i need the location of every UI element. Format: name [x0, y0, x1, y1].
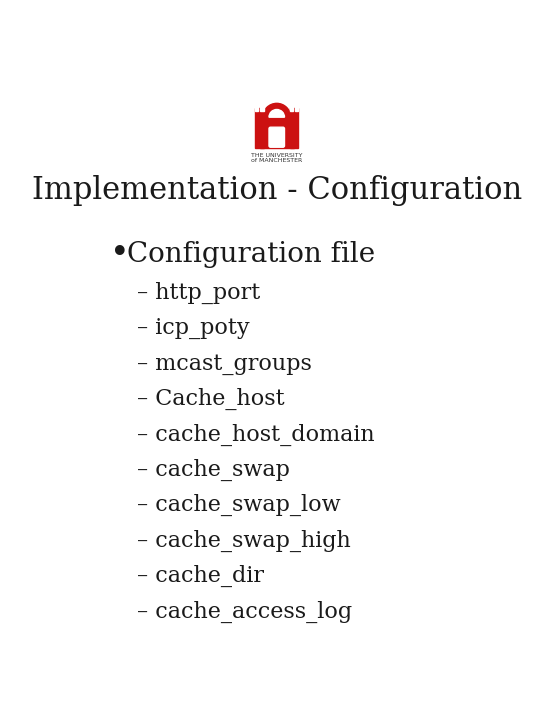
- Bar: [290, 108, 299, 148]
- Bar: [295, 105, 299, 111]
- Text: Implementation - Configuration: Implementation - Configuration: [32, 175, 522, 206]
- Text: – icp_poty: – icp_poty: [137, 318, 250, 339]
- FancyBboxPatch shape: [269, 127, 285, 147]
- Bar: [255, 105, 258, 111]
- Wedge shape: [269, 109, 285, 117]
- Text: – Cache_host: – Cache_host: [137, 388, 285, 410]
- Text: – cache_access_log: – cache_access_log: [137, 600, 353, 623]
- Bar: [260, 116, 294, 148]
- Bar: [260, 105, 264, 111]
- Text: Configuration file: Configuration file: [127, 240, 375, 268]
- Text: THE UNIVERSITY
of MANCHESTER: THE UNIVERSITY of MANCHESTER: [251, 153, 302, 163]
- Text: – cache_swap: – cache_swap: [137, 459, 290, 481]
- Wedge shape: [263, 104, 291, 117]
- Text: – http_port: – http_port: [137, 282, 260, 304]
- Text: – cache_swap_low: – cache_swap_low: [137, 494, 341, 516]
- Text: – mcast_groups: – mcast_groups: [137, 353, 312, 374]
- Text: •: •: [110, 238, 130, 270]
- Bar: [290, 105, 293, 111]
- Text: – cache_swap_high: – cache_swap_high: [137, 530, 351, 552]
- Bar: [255, 108, 264, 148]
- Text: – cache_host_domain: – cache_host_domain: [137, 423, 375, 446]
- Text: – cache_dir: – cache_dir: [137, 565, 264, 588]
